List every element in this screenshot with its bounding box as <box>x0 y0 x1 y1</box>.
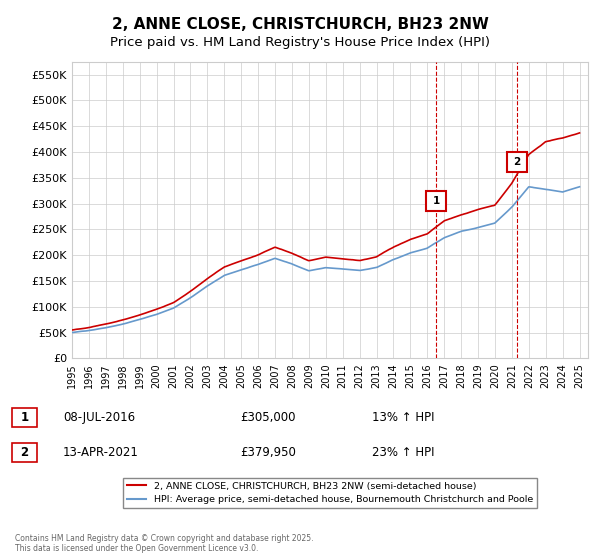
Text: 1: 1 <box>433 196 440 206</box>
Legend: 2, ANNE CLOSE, CHRISTCHURCH, BH23 2NW (semi-detached house), HPI: Average price,: 2, ANNE CLOSE, CHRISTCHURCH, BH23 2NW (s… <box>124 478 536 508</box>
Text: 1: 1 <box>20 411 29 424</box>
Text: £305,000: £305,000 <box>240 411 296 424</box>
Text: 2: 2 <box>20 446 29 459</box>
Text: 2: 2 <box>513 157 520 167</box>
Text: 23% ↑ HPI: 23% ↑ HPI <box>372 446 434 459</box>
Text: 08-JUL-2016: 08-JUL-2016 <box>63 411 135 424</box>
Text: £379,950: £379,950 <box>240 446 296 459</box>
Text: Contains HM Land Registry data © Crown copyright and database right 2025.
This d: Contains HM Land Registry data © Crown c… <box>15 534 314 553</box>
Text: 2, ANNE CLOSE, CHRISTCHURCH, BH23 2NW: 2, ANNE CLOSE, CHRISTCHURCH, BH23 2NW <box>112 17 488 32</box>
Text: 13-APR-2021: 13-APR-2021 <box>63 446 139 459</box>
Text: 13% ↑ HPI: 13% ↑ HPI <box>372 411 434 424</box>
Text: Price paid vs. HM Land Registry's House Price Index (HPI): Price paid vs. HM Land Registry's House … <box>110 36 490 49</box>
